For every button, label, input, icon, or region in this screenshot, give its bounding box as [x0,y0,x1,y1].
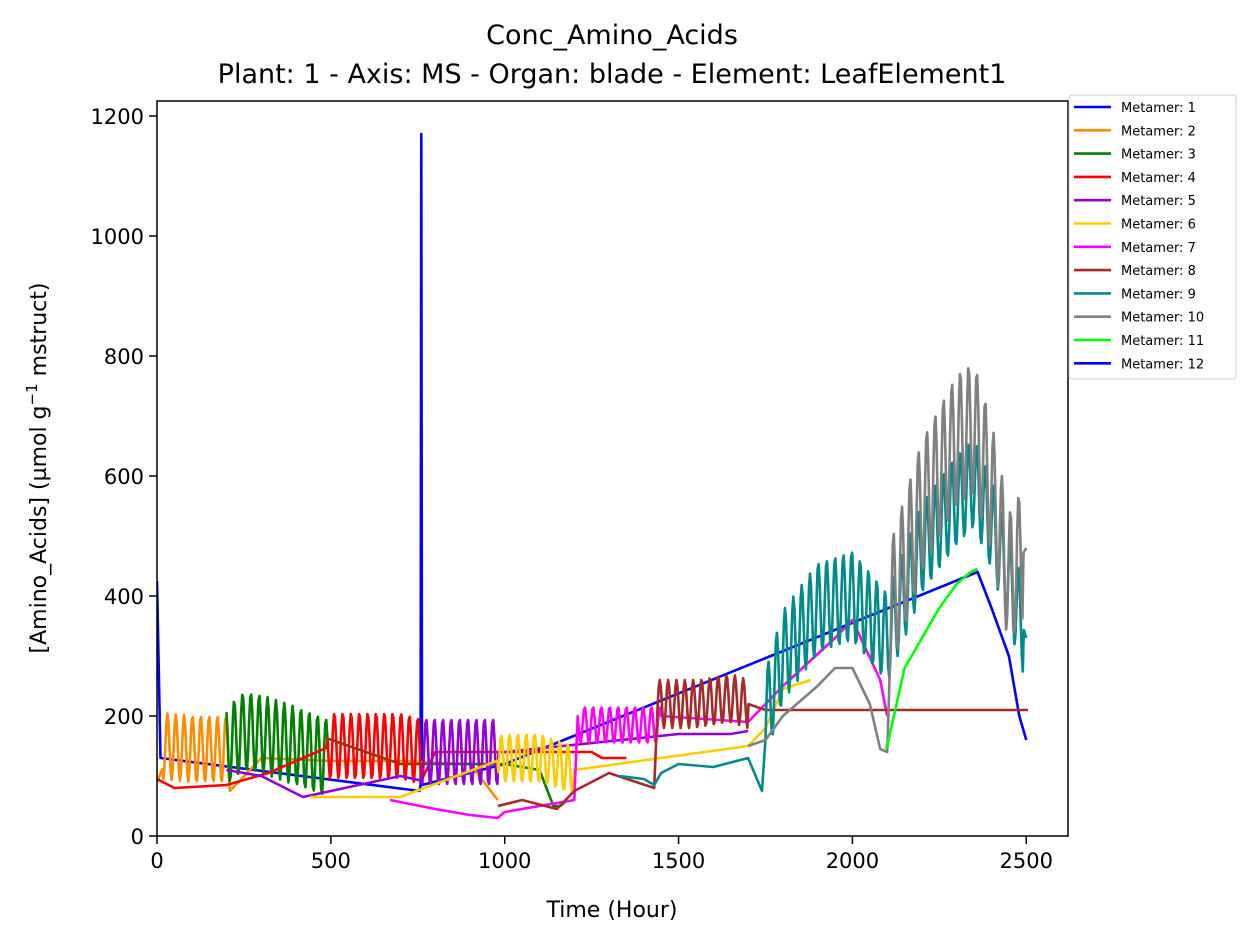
legend-label-10: Metamer: 10 [1121,311,1204,326]
y-tick-label-0: 0 [131,825,144,849]
series-line-4 [157,712,627,790]
series-line-11 [884,567,979,750]
series-line-1 [157,132,1028,793]
y-axis-ticks: 0 200 400 600 800 1000 1200 [91,105,157,849]
y-tick-label-5: 1000 [91,225,144,249]
x-tick-label-3: 1500 [652,849,705,873]
series-line-5 [226,718,749,799]
legend-label-11: Metamer: 11 [1121,334,1204,349]
series-line-7 [389,618,889,820]
x-tick-label-4: 2000 [826,849,879,873]
chart-subtitle: Plant: 1 - Axis: MS - Organ: blade - Ele… [218,59,1007,90]
series-layer [157,132,1028,820]
legend-label-12: Metamer: 12 [1121,357,1204,372]
legend-box [1068,94,1237,380]
legend-label-7: Metamer: 7 [1121,241,1196,256]
x-tick-label-5: 2500 [1000,849,1053,873]
series-line-2 [157,712,499,801]
y-tick-label-6: 1200 [91,105,144,129]
legend: Metamer: 1 Metamer: 2 Metamer: 3 Metamer: 4… [1068,94,1237,380]
x-axis-ticks: 0 500 1000 1500 2000 2500 [150,836,1053,873]
chart-title: Conc_Amino_Acids [486,20,738,51]
y-axis-label-end: mstruct) [27,283,52,384]
legend-label-2: Metamer: 2 [1121,124,1196,139]
x-tick-label-0: 0 [150,849,163,873]
y-tick-label-1: 200 [104,705,144,729]
y-axis-label-sup: −1 [23,383,41,405]
series-line-6 [310,678,812,799]
legend-label-8: Metamer: 8 [1121,264,1196,279]
plot-frame [156,100,1069,837]
y-tick-label-3: 600 [104,465,144,489]
y-tick-label-2: 400 [104,585,144,609]
legend-label-1: Metamer: 1 [1121,101,1196,116]
legend-label-9: Metamer: 9 [1121,287,1196,302]
legend-label-6: Metamer: 6 [1121,218,1196,233]
legend-label-5: Metamer: 5 [1121,194,1196,209]
series-line-8 [497,674,1028,811]
legend-label-4: Metamer: 4 [1121,171,1196,186]
x-tick-label-2: 1000 [478,849,531,873]
series-line-10 [747,367,1028,754]
legend-label-3: Metamer: 3 [1121,148,1196,163]
y-axis-label: [Amino_Acids] (µmol g−1 mstruct) [23,283,52,654]
y-tick-label-4: 800 [104,345,144,369]
x-tick-label-1: 500 [311,849,351,873]
x-axis-label: Time (Hour) [546,898,678,923]
y-axis-label-main: [Amino_Acids] (µmol g [27,405,52,653]
